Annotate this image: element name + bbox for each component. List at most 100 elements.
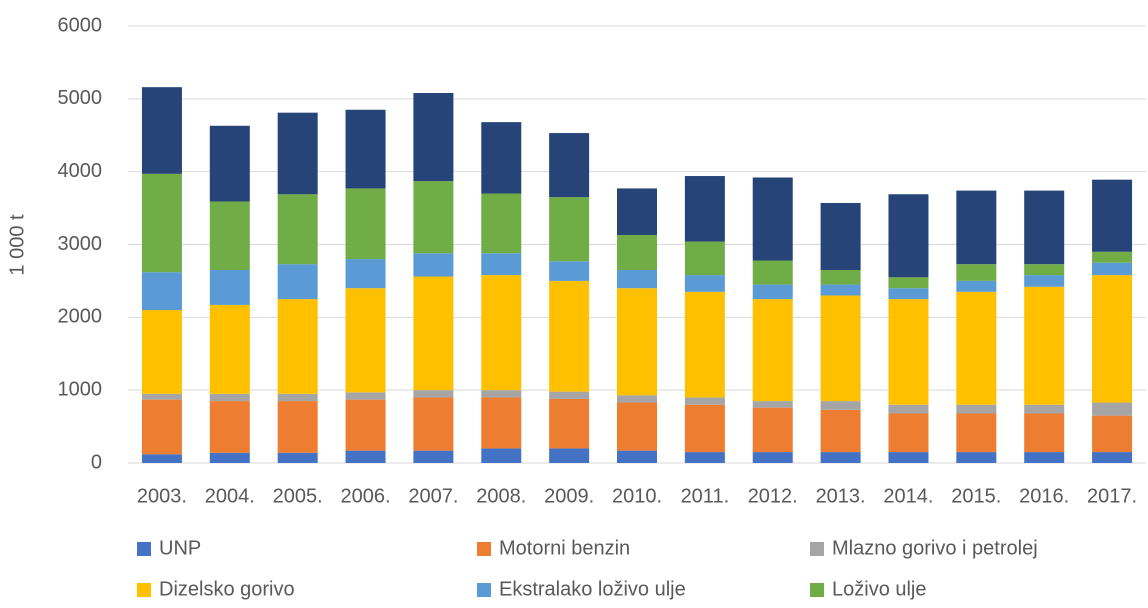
legend-label: Motorni benzin bbox=[499, 537, 630, 559]
bar-segment bbox=[345, 399, 386, 451]
bar-segment bbox=[277, 264, 318, 300]
bar-segment bbox=[209, 393, 250, 402]
bar-segment bbox=[345, 392, 386, 400]
y-tick-label: 1000 bbox=[58, 378, 103, 400]
bar-segment bbox=[956, 280, 997, 292]
bar-segment bbox=[1024, 275, 1065, 287]
bar-segment bbox=[141, 87, 182, 174]
bar-segment bbox=[345, 450, 386, 463]
bar-segment bbox=[1092, 251, 1133, 263]
bar-segment bbox=[617, 402, 657, 451]
bar-segment bbox=[820, 401, 861, 410]
bar-segment bbox=[141, 173, 182, 273]
y-tick-label: 6000 bbox=[58, 14, 103, 36]
bar-segment bbox=[413, 93, 454, 182]
y-tick-label: 2000 bbox=[58, 306, 103, 328]
y-tick-label: 5000 bbox=[58, 87, 103, 109]
bar-segment bbox=[413, 450, 454, 463]
bar-segment bbox=[141, 272, 182, 311]
legend-swatch bbox=[477, 542, 491, 556]
legend-label: Ekstralako loživo ulje bbox=[499, 578, 686, 600]
bar-segment bbox=[752, 401, 793, 408]
bar-segment bbox=[1024, 452, 1065, 463]
bar-segment bbox=[549, 133, 590, 198]
bar-segment bbox=[684, 452, 725, 463]
bar-segment bbox=[684, 241, 725, 276]
bar-segment bbox=[956, 413, 997, 453]
bar-segment bbox=[141, 399, 182, 455]
legend-label: Loživo ulje bbox=[832, 578, 927, 600]
x-tick-label: 2009. bbox=[544, 485, 594, 507]
legend-swatch bbox=[137, 542, 151, 556]
bar-segment bbox=[820, 295, 861, 402]
y-tick-label: 3000 bbox=[58, 233, 103, 255]
bar-segment bbox=[820, 202, 861, 270]
bar-segment bbox=[549, 448, 590, 463]
bar-segment bbox=[617, 188, 657, 236]
bar-segment bbox=[413, 390, 454, 398]
bar-segment bbox=[956, 291, 997, 405]
bar-segment bbox=[888, 288, 929, 300]
bar-segment bbox=[549, 197, 590, 262]
bar-segment bbox=[549, 261, 590, 281]
bar-segment bbox=[481, 253, 522, 276]
bar-segment bbox=[752, 260, 793, 285]
bar-segment bbox=[1024, 413, 1065, 453]
bar-segment bbox=[752, 299, 793, 402]
bar-segment bbox=[1092, 275, 1133, 403]
x-tick-label: 2015. bbox=[951, 485, 1001, 507]
bar-segment bbox=[481, 122, 522, 194]
legend-swatch bbox=[477, 583, 491, 597]
bar-segment bbox=[209, 304, 250, 394]
bar-segment bbox=[752, 407, 793, 453]
x-tick-label: 2004. bbox=[205, 485, 255, 507]
bar-segment bbox=[209, 452, 250, 463]
bar-segment bbox=[413, 253, 454, 277]
bar-segment bbox=[888, 413, 929, 453]
x-tick-label: 2006. bbox=[341, 485, 391, 507]
x-tick-label: 2005. bbox=[273, 485, 323, 507]
bar-segment bbox=[888, 277, 929, 289]
bar-segment bbox=[277, 299, 318, 394]
bar-segment bbox=[345, 109, 386, 189]
bar-segment bbox=[617, 288, 657, 396]
y-tick-label: 0 bbox=[91, 451, 102, 473]
bar-segment bbox=[684, 397, 725, 405]
bar-segment bbox=[1024, 264, 1065, 276]
bar-segment bbox=[209, 125, 250, 202]
bar-segment bbox=[345, 188, 386, 260]
bar-segment bbox=[481, 397, 522, 449]
bar-segment bbox=[888, 404, 929, 414]
bar-segment bbox=[141, 454, 182, 463]
x-tick-label: 2003. bbox=[137, 485, 187, 507]
bar-segment bbox=[549, 391, 590, 399]
bar-segment bbox=[888, 452, 929, 463]
bar-segment bbox=[888, 299, 929, 405]
bar-segment bbox=[1092, 179, 1133, 252]
bar-segment bbox=[684, 291, 725, 398]
bar-segment bbox=[956, 404, 997, 414]
bar-segment bbox=[549, 280, 590, 392]
bar-segment bbox=[956, 264, 997, 281]
bar-segment bbox=[481, 390, 522, 398]
bar-segment bbox=[209, 269, 250, 305]
bar-segment bbox=[1024, 286, 1065, 405]
bar-segment bbox=[141, 310, 182, 394]
legend-label: Dizelsko gorivo bbox=[159, 578, 295, 600]
bar-segment bbox=[956, 452, 997, 463]
bar-segment bbox=[1092, 402, 1133, 416]
bar-segment bbox=[820, 284, 861, 296]
y-axis-label: 1 000 t bbox=[6, 214, 28, 276]
bar-segment bbox=[1092, 452, 1133, 463]
bar-segment bbox=[277, 393, 318, 402]
bar-segment bbox=[684, 176, 725, 242]
bar-segment bbox=[617, 450, 657, 463]
bar-segment bbox=[617, 395, 657, 403]
bar-segment bbox=[1092, 262, 1133, 276]
bar-segment bbox=[277, 194, 318, 265]
x-tick-label: 2016. bbox=[1019, 485, 1069, 507]
bar-segment bbox=[549, 398, 590, 449]
bar-segment bbox=[209, 401, 250, 453]
bar-segment bbox=[481, 193, 522, 254]
